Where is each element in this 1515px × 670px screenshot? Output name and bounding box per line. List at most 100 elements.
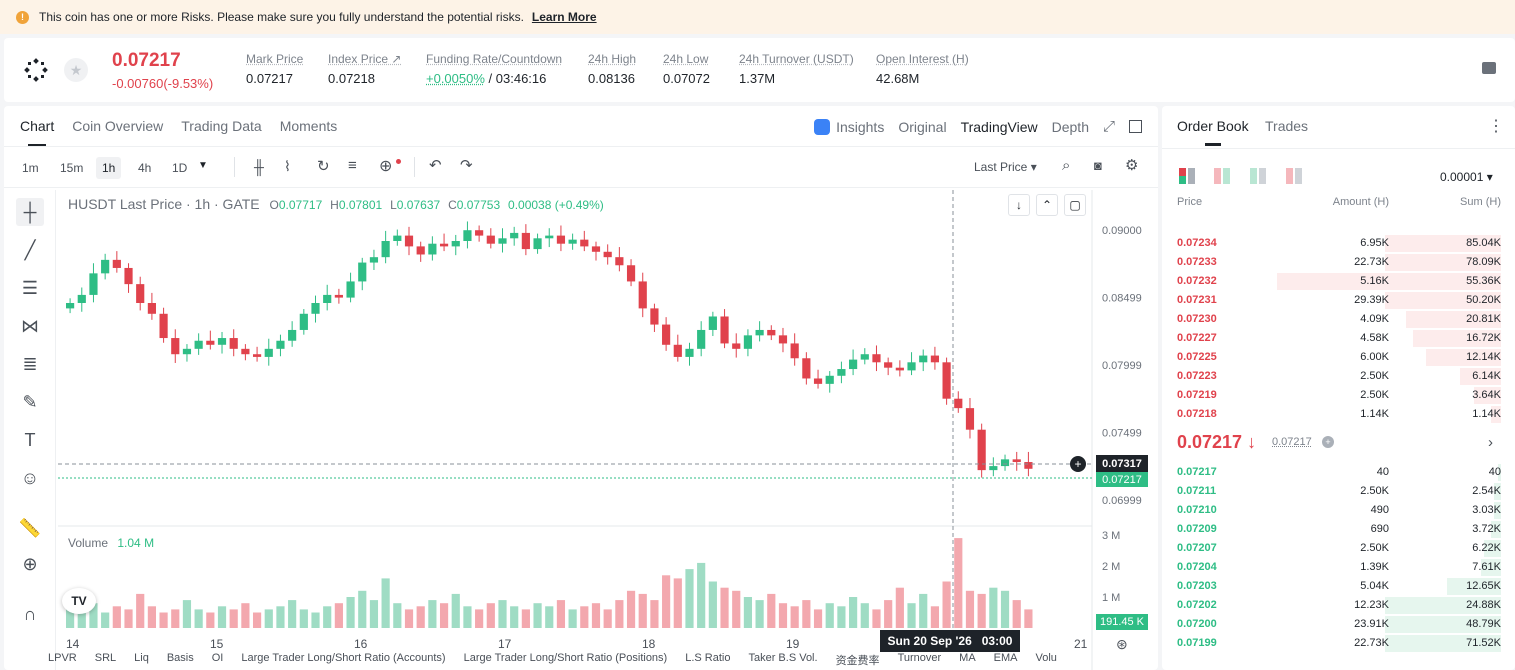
price-chart[interactable]: 0.09000 0.08499 0.07999 0.07499 0.06999 3 M 2…	[58, 190, 1158, 670]
timeframe-1m[interactable]: 1m	[22, 161, 39, 175]
bid-row[interactable]: 0.07211 2.50K 2.54K	[1162, 482, 1515, 501]
ask-row[interactable]: 0.07234 6.95K 85.04K	[1162, 234, 1515, 253]
indicator-tab[interactable]: Taker B.S Vol.	[748, 652, 818, 664]
chart-settings-icon[interactable]: ⊛	[1116, 636, 1128, 652]
tab-trading-data[interactable]: Trading Data	[181, 118, 262, 134]
indicators-icon[interactable]: ⌇	[284, 158, 291, 174]
stat-label[interactable]: Open Interest (H)	[876, 52, 969, 66]
brush-tool-icon[interactable]: ✎	[22, 391, 38, 412]
indicator-tab[interactable]: LPVR	[48, 652, 77, 664]
bid-row[interactable]: 0.07202 12.23K 24.88K	[1162, 596, 1515, 615]
timeframe-1d[interactable]: 1D	[172, 161, 188, 175]
pattern-tool-icon[interactable]: ⋈	[21, 315, 39, 336]
book-icon[interactable]	[1482, 62, 1496, 74]
candle-body	[381, 241, 390, 258]
redo-icon[interactable]: ↷	[460, 157, 473, 174]
bid-row[interactable]: 0.07200 23.91K 48.79K	[1162, 615, 1515, 634]
view-depth-icon[interactable]	[1286, 168, 1302, 184]
bid-row[interactable]: 0.07204 1.39K 7.61K	[1162, 558, 1515, 577]
layout-icon[interactable]: ≡	[348, 157, 357, 174]
bid-row[interactable]: 0.07209 690 3.72K	[1162, 520, 1515, 539]
magnet-icon[interactable]: ∩	[23, 603, 37, 624]
indicator-tab[interactable]: Turnover	[897, 652, 942, 664]
maximize-icon[interactable]: ▢	[1064, 194, 1086, 216]
camera-icon[interactable]: ◙	[1094, 158, 1102, 173]
stat-label[interactable]: 24h Turnover (USDT)	[739, 52, 854, 66]
timeframe-dropdown-icon[interactable]: ▼	[198, 160, 208, 171]
tab-coin-overview[interactable]: Coin Overview	[72, 118, 164, 134]
search-icon[interactable]: ⌕	[1062, 157, 1071, 174]
ask-row[interactable]: 0.07230 4.09K 20.81K	[1162, 310, 1515, 329]
indicator-tab[interactable]: MA	[959, 652, 976, 664]
indicator-tab[interactable]: OI	[211, 652, 224, 664]
emoji-tool-icon[interactable]: ☺	[20, 467, 40, 488]
ask-row[interactable]: 0.07223 2.50K 6.14K	[1162, 367, 1515, 386]
ask-row[interactable]: 0.07231 29.39K 50.20K	[1162, 291, 1515, 310]
tab-order-book[interactable]: Order Book	[1177, 118, 1249, 134]
timeframe-15m[interactable]: 15m	[60, 161, 84, 175]
timeframe-4h[interactable]: 4h	[138, 161, 152, 175]
collapse-icon[interactable]: ⌃	[1036, 194, 1058, 216]
crosshair-tool-icon[interactable]: ┼	[16, 198, 44, 226]
volume-bar	[334, 603, 343, 628]
bid-amount: 2.50K	[1360, 485, 1389, 497]
bid-row[interactable]: 0.07207 2.50K 6.22K	[1162, 539, 1515, 558]
ask-row[interactable]: 0.07232 5.16K 55.36K	[1162, 272, 1515, 291]
indicator-tab[interactable]: L.S Ratio	[685, 652, 731, 664]
bid-row[interactable]: 0.07199 22.73K 71.52K	[1162, 634, 1515, 653]
price-type-select[interactable]: Last Price ▾	[974, 160, 1037, 174]
expand-icon[interactable]: ⤢	[1102, 118, 1115, 135]
indicator-tab[interactable]: 资金费率	[835, 655, 880, 667]
indicator-tab[interactable]: Large Trader Long/Short Ratio (Accounts)	[241, 652, 446, 664]
candle-type-icon[interactable]: ╫	[254, 159, 264, 175]
stat-label[interactable]: Funding Rate/Countdown	[426, 52, 563, 66]
stat-label[interactable]: Mark Price	[246, 52, 304, 66]
zoom-in-icon[interactable]: ⊕	[22, 553, 38, 574]
settings-gear-icon[interactable]: ⚙	[1125, 157, 1139, 174]
bid-row[interactable]: 0.07217 40 40	[1162, 463, 1515, 482]
indicator-tab[interactable]: Large Trader Long/Short Ratio (Positions…	[463, 652, 668, 664]
indicator-tab[interactable]: Volu	[1035, 652, 1057, 664]
indicator-tab[interactable]: SRL	[94, 652, 117, 664]
chevron-right-icon[interactable]: ›	[1488, 434, 1493, 451]
favorite-star-icon[interactable]: ★	[64, 58, 88, 82]
ruler-tool-icon[interactable]: 📏	[18, 517, 42, 538]
trendline-tool-icon[interactable]: ╱	[24, 239, 36, 260]
ask-row[interactable]: 0.07227 4.58K 16.72K	[1162, 329, 1515, 348]
tab-chart[interactable]: Chart	[20, 118, 55, 147]
add-indicator-icon[interactable]: ⊕	[379, 158, 393, 175]
indicator-tab[interactable]: Liq	[134, 652, 149, 664]
indicator-tab[interactable]: EMA	[993, 652, 1018, 664]
tab-insights[interactable]: Insights	[814, 118, 884, 135]
ask-row[interactable]: 0.07219 2.50K 3.64K	[1162, 386, 1515, 405]
text-tool-icon[interactable]: T	[24, 429, 36, 450]
ask-row[interactable]: 0.07218 1.14K 1.14K	[1162, 405, 1515, 424]
undo-icon[interactable]: ↶	[429, 157, 442, 174]
volume-bar	[510, 606, 519, 628]
tab-depth[interactable]: Depth	[1051, 118, 1089, 135]
arrow-down-icon[interactable]: ↓	[1008, 194, 1030, 216]
view-asks-icon[interactable]	[1214, 168, 1230, 184]
learn-more-link[interactable]: Learn More	[531, 10, 597, 24]
view-both-icon[interactable]	[1179, 168, 1195, 184]
horizontal-lines-tool-icon[interactable]: ☰	[21, 277, 39, 298]
tab-original[interactable]: Original	[898, 118, 947, 135]
more-options-icon[interactable]: ⋮	[1488, 118, 1504, 135]
tab-trades[interactable]: Trades	[1265, 118, 1309, 134]
indicator-tab[interactable]: Basis	[166, 652, 194, 664]
stat-label[interactable]: Index Price ↗	[328, 52, 402, 66]
bid-row[interactable]: 0.07210 490 3.03K	[1162, 501, 1515, 520]
bid-row[interactable]: 0.07203 5.04K 12.65K	[1162, 577, 1515, 596]
tradingview-logo-icon[interactable]: TV	[62, 588, 96, 614]
view-bids-icon[interactable]	[1250, 168, 1266, 184]
tab-moments[interactable]: Moments	[279, 118, 338, 134]
refresh-icon[interactable]: ↻	[317, 158, 330, 175]
precision-select[interactable]: 0.00001 ▾	[1440, 170, 1493, 184]
tab-tradingview[interactable]: TradingView	[960, 118, 1038, 135]
fullscreen-icon[interactable]	[1129, 120, 1142, 133]
ask-row[interactable]: 0.07233 22.73K 78.09K	[1162, 253, 1515, 272]
add-alert-icon[interactable]: +	[1070, 456, 1086, 472]
ask-row[interactable]: 0.07225 6.00K 12.14K	[1162, 348, 1515, 367]
fib-tool-icon[interactable]: ≣	[22, 353, 38, 374]
timeframe-1h[interactable]: 1h	[96, 157, 122, 179]
